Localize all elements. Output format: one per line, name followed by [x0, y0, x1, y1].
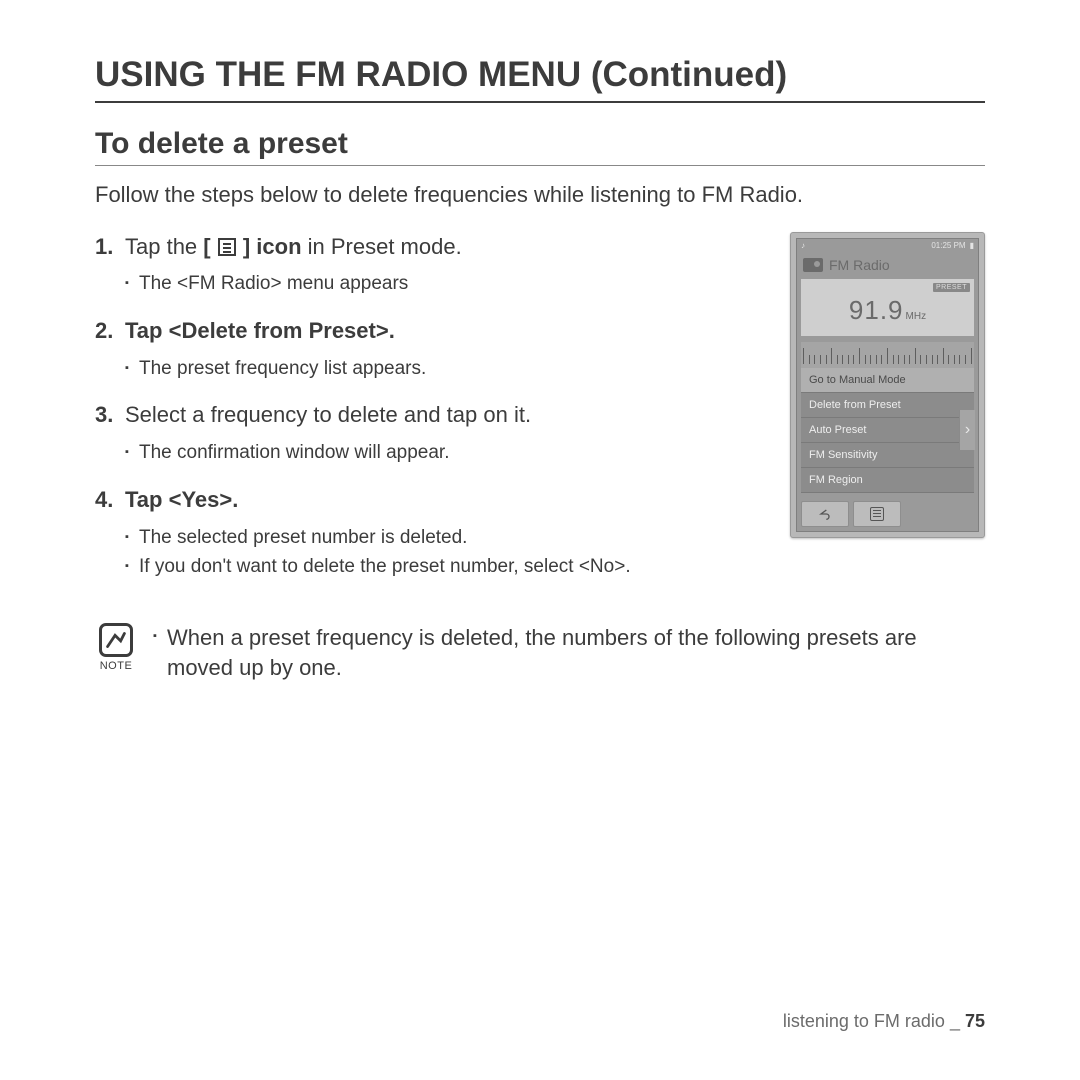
radio-icon — [803, 258, 823, 272]
device-mockup: ♪ 01:25 PM ▮ FM Radio PRESET 91.9MHz — [790, 232, 985, 538]
device-menu-item[interactable]: Go to Manual Mode — [801, 368, 974, 393]
device-menu-item[interactable]: Auto Preset — [801, 418, 974, 443]
device-bottombar — [797, 497, 978, 531]
page-title: USING THE FM RADIO MENU (Continued) — [95, 55, 985, 103]
frequency-unit: MHz — [906, 311, 927, 322]
device-titlebar: FM Radio — [797, 253, 978, 279]
menu-icon — [218, 238, 236, 256]
note-label: NOTE — [100, 659, 133, 674]
preset-badge: PRESET — [933, 283, 970, 292]
step-sub-item: If you don't want to delete the preset n… — [125, 553, 760, 581]
step-item: Tap <Delete from Preset>.The preset freq… — [95, 316, 760, 382]
device-statusbar: ♪ 01:25 PM ▮ — [797, 239, 978, 253]
device-menu-item[interactable]: Delete from Preset — [801, 393, 974, 418]
note-icon — [99, 623, 133, 657]
app-title: FM Radio — [829, 257, 890, 273]
menu-icon — [870, 507, 884, 521]
status-left-icon: ♪ — [801, 241, 805, 250]
frequency-panel: PRESET 91.9MHz — [801, 279, 974, 336]
note-block: NOTE When a preset frequency is deleted,… — [95, 623, 985, 685]
battery-icon: ▮ — [970, 241, 974, 250]
section-title: To delete a preset — [95, 127, 985, 166]
intro-text: Follow the steps below to delete frequen… — [95, 180, 985, 210]
tuning-dial — [801, 342, 974, 368]
page-footer: listening to FM radio _ 75 — [783, 1011, 985, 1032]
step-item: Tap <Yes>.The selected preset number is … — [95, 485, 760, 581]
device-menu-item[interactable]: FM Sensitivity — [801, 443, 974, 468]
menu-button[interactable] — [853, 501, 901, 527]
step-sub-item: The confirmation window will appear. — [125, 439, 760, 467]
device-menu-item[interactable]: FM Region — [801, 468, 974, 493]
note-text: When a preset frequency is deleted, the … — [153, 623, 985, 685]
step-sub-item: The selected preset number is deleted. — [125, 524, 760, 552]
step-item: Select a frequency to delete and tap on … — [95, 400, 760, 466]
frequency-value: 91.9 — [849, 295, 904, 325]
back-button[interactable] — [801, 501, 849, 527]
back-arrow-icon — [817, 506, 833, 522]
status-time: 01:25 PM — [931, 241, 965, 250]
menu-scroll-arrow[interactable]: › — [959, 410, 975, 450]
step-sub-item: The preset frequency list appears. — [125, 355, 760, 383]
step-sub-item: The <FM Radio> menu appears — [125, 270, 760, 298]
steps-column: Tap the [ ] icon in Preset mode.The <FM … — [95, 232, 760, 599]
device-menu: Go to Manual ModeDelete from PresetAuto … — [801, 368, 974, 493]
step-item: Tap the [ ] icon in Preset mode.The <FM … — [95, 232, 760, 298]
